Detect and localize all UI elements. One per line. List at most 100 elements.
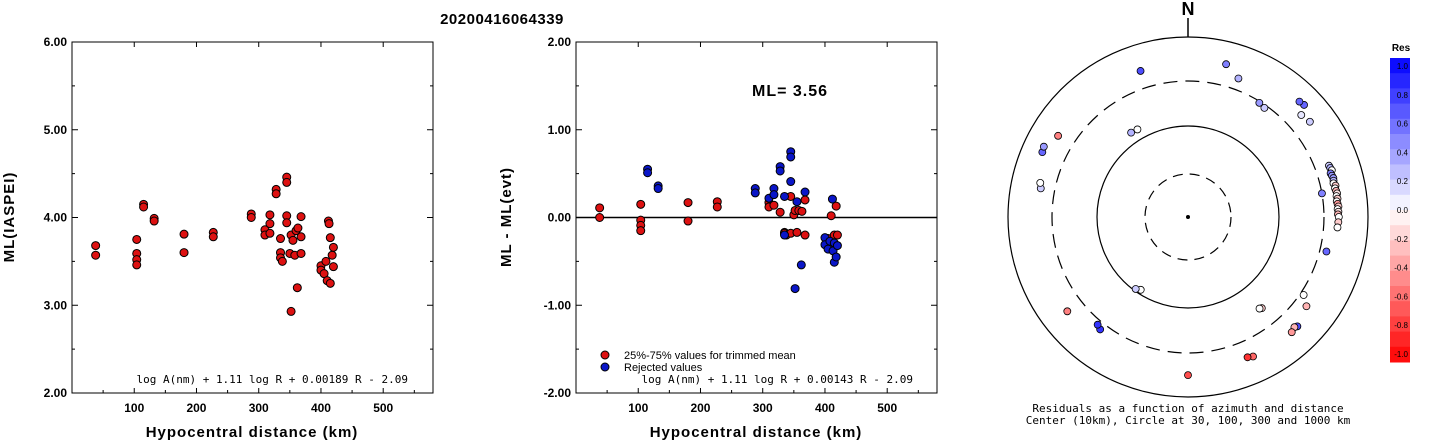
station-residual-point [1255, 304, 1264, 313]
mid-point [595, 203, 605, 213]
left-point [179, 248, 189, 258]
mid-point [800, 195, 810, 205]
mid-point [827, 194, 837, 204]
colorbar-swatch [1390, 255, 1410, 272]
colorbar-swatch [1390, 210, 1410, 226]
colorbar-swatch [1390, 88, 1410, 105]
mid-point [595, 213, 605, 222]
left-point [149, 216, 159, 226]
station-residual-point [1054, 131, 1062, 140]
mid-ytick-label: -2.00 [544, 386, 572, 400]
station-residuals [1036, 60, 1343, 380]
left-point [265, 219, 275, 229]
colorbar-swatch [1390, 134, 1410, 150]
left-point [324, 219, 334, 229]
colorbar-title: Res [1392, 43, 1411, 54]
left-point [265, 228, 275, 238]
left-points [91, 172, 338, 316]
station-residual-point [1295, 97, 1304, 106]
mid-point [832, 241, 842, 251]
left-point [276, 234, 286, 244]
left-point [296, 212, 306, 222]
left-point [91, 250, 101, 260]
station-residual-point [1287, 328, 1296, 337]
colorbar-swatch [1390, 73, 1410, 89]
middle-points [595, 147, 842, 294]
north-label: N [1182, 0, 1195, 19]
colorbar-swatch [1390, 316, 1410, 333]
mid-point [775, 166, 785, 176]
colorbar-tick-label: -0.6 [1394, 292, 1408, 301]
left-panel: 100 200 300 400 500 2.00 3.00 4.00 5.00 6.00 log … [1, 35, 434, 441]
left-axis-ticks: 100 200 300 400 500 2.00 3.00 4.00 5.00 6.00 [44, 35, 433, 415]
mid-point [800, 230, 810, 240]
left-point [321, 256, 331, 266]
legend-accepted-label: 25%-75% values for trimmed mean [624, 350, 796, 362]
left-xtick-label: 200 [186, 401, 206, 415]
station-residual-point [1297, 111, 1306, 119]
mid-point [792, 227, 802, 237]
mid-point [786, 177, 796, 187]
legend-rejected-marker [600, 362, 610, 372]
mid-point [780, 191, 790, 201]
colorbar-swatch [1390, 149, 1410, 165]
mid-point [832, 230, 842, 240]
right-panel: N Residuals as a function of azimuth and… [1007, 0, 1369, 427]
station-residual-point [1305, 117, 1314, 126]
colorbar-tick-label: 0.4 [1397, 148, 1409, 157]
middle-xaxis-label: Hypocentral distance (km) [650, 424, 863, 441]
polar-caption-line1: Residuals as a function of azimuth and d… [1032, 402, 1343, 415]
mid-point [750, 188, 760, 198]
station-residual-point [1322, 247, 1331, 256]
left-xtick-label: 500 [373, 401, 393, 415]
mid-ytick-label: -1.00 [544, 298, 572, 312]
colorbar-tick-label: 0.6 [1397, 120, 1409, 129]
station-residual-point [1184, 371, 1192, 380]
left-point [327, 250, 337, 260]
mid-point [792, 197, 802, 207]
station-residual-point [1093, 320, 1102, 329]
left-formula: log A(nm) + 1.11 log R + 0.00189 R - 2.0… [136, 373, 408, 386]
station-residual-point [1063, 307, 1072, 316]
middle-yaxis-label: ML - ML(evt) [498, 167, 515, 267]
circle-30km [1144, 173, 1232, 261]
left-point [288, 235, 298, 245]
colorbar-tick-label: 1.0 [1397, 62, 1409, 71]
mid-point [643, 168, 653, 178]
legend-rejected-label: Rejected values [624, 362, 703, 374]
colorbar-swatches [1390, 58, 1410, 363]
left-point [132, 234, 142, 244]
middle-axis-ticks: 100 200 300 400 500 -2.00 -1.00 0.00 1.00 2.00 [544, 35, 937, 415]
left-ytick-label: 6.00 [44, 35, 68, 49]
colorbar-tick-label: 0.8 [1397, 91, 1409, 100]
station-residual-point [1255, 98, 1264, 107]
colorbar-tick-label: -1.0 [1394, 350, 1408, 359]
station-residual-point [1133, 125, 1142, 134]
colorbar-swatch [1390, 240, 1410, 257]
mid-point [769, 200, 779, 210]
ml-annotation: ML= 3.56 [752, 83, 828, 100]
circle-100km [1096, 125, 1280, 309]
mid-point [636, 199, 646, 209]
colorbar-swatch [1390, 103, 1410, 120]
event-center [1186, 215, 1190, 219]
legend-accepted-marker [600, 350, 610, 360]
mid-point [831, 201, 841, 211]
colorbar-tick-label: 0.2 [1397, 177, 1409, 186]
left-point [325, 278, 335, 288]
mid-point [790, 284, 800, 294]
mid-point [636, 226, 646, 236]
station-residual-point [1039, 142, 1048, 151]
residual-colorbar: Res 1.0 0.8 0.6 0.4 0.2 0.0 -0.2 -0.4 -0.6 -0.8 -1… [1390, 43, 1411, 363]
left-point [286, 306, 296, 316]
colorbar-tick-label: 0.0 [1397, 206, 1409, 215]
colorbar-swatch [1390, 331, 1410, 348]
station-residual-point [1131, 285, 1140, 293]
middle-panel: 100 200 300 400 500 -2.00 -1.00 0.00 1.00 2.00 ML… [498, 35, 938, 441]
mid-point [786, 152, 796, 162]
left-point [139, 202, 149, 212]
station-residual-point [1333, 223, 1342, 232]
middle-formula: log A(nm) + 1.11 log R + 0.00143 R - 2.0… [641, 373, 913, 386]
colorbar-tick-label: -0.8 [1394, 321, 1408, 330]
mid-point [800, 187, 810, 197]
